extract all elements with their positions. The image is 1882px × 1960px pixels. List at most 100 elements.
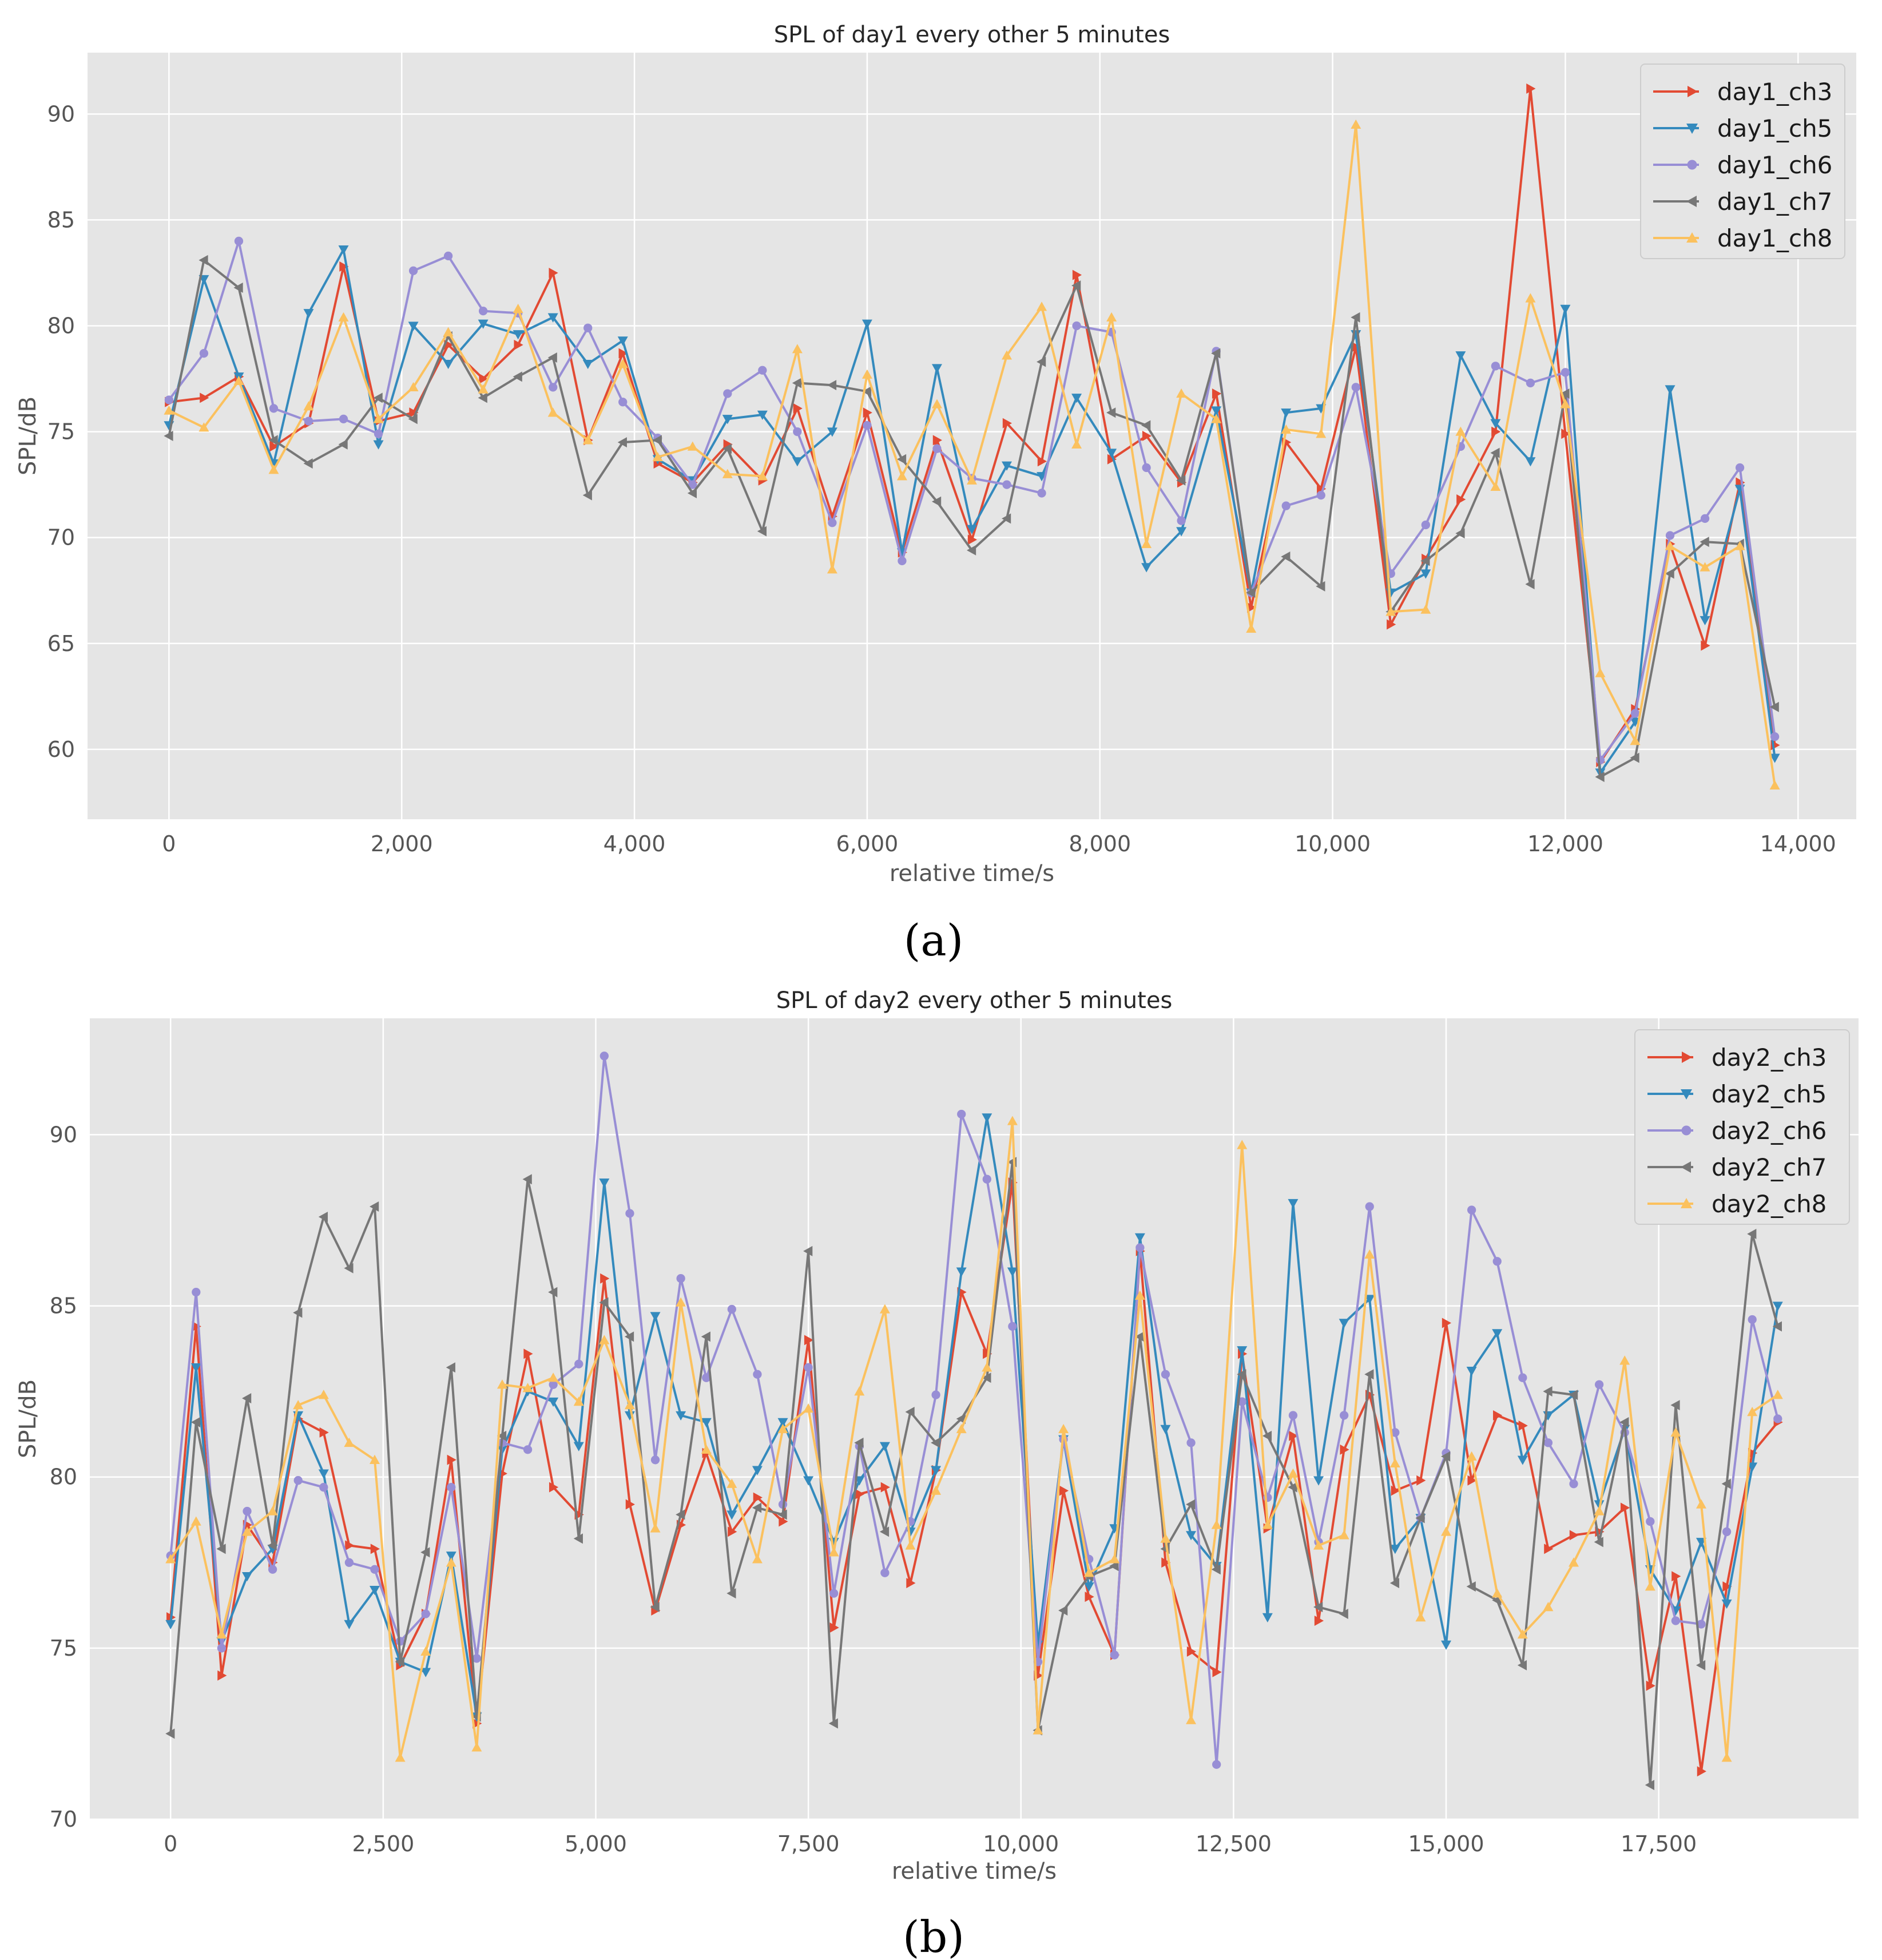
data-point [1441,1526,1452,1536]
data-point [478,392,487,403]
data-point [1646,1517,1655,1526]
data-point [1466,1451,1477,1461]
legend-label: day2_ch7 [1712,1153,1827,1181]
x-tick-label: 0 [162,831,176,856]
data-point [269,404,279,413]
data-point [293,1307,303,1318]
data-point [728,1526,737,1537]
data-point [599,1052,609,1061]
y-tick-label: 90 [47,101,75,126]
data-point [1313,1476,1324,1486]
data-point [1526,378,1535,388]
data-point [447,1483,456,1492]
x-tick-labels: 0 2,500 5,000 7,500 10,000 12,500 15,000 17,500 [164,1831,1697,1856]
data-point [1109,1554,1120,1564]
data-point [549,1482,559,1493]
data-point [1037,472,1047,482]
data-point [1109,1561,1119,1572]
data-point [1686,124,1698,134]
data-point [931,1485,942,1495]
data-point [549,1380,558,1389]
data-point [1722,1581,1732,1592]
data-point [369,1201,379,1212]
data-point [370,1565,379,1574]
data-point [1106,312,1117,322]
data-point [1721,1478,1731,1489]
legend-entry-day1_ch3: day1_ch3 [1653,78,1832,106]
data-point [1134,1290,1145,1300]
data-point [420,1668,431,1677]
data-point [339,414,348,424]
data-point [1687,160,1697,170]
data-point [1525,457,1536,467]
data-point [726,1510,737,1520]
data-point [1071,280,1081,291]
data-point [804,1363,813,1372]
data-point [701,1418,712,1427]
data-point [898,556,907,566]
data-point [1385,606,1396,616]
data-point [1544,1544,1554,1554]
data-point [599,1297,609,1308]
series-layer [164,83,1780,789]
data-point [982,1372,991,1383]
data-point [574,1359,583,1368]
data-point [549,383,558,392]
data-point [1351,383,1360,392]
legend: day2_ch3 day2_ch5 day2_ch6 day2_ch7 day2_ch8 [1634,1029,1850,1225]
data-point [752,1502,762,1513]
data-point [1560,388,1570,399]
data-point [1176,388,1187,398]
data-point [1747,1462,1758,1472]
legend-label: day1_ch6 [1717,151,1832,179]
data-point [932,435,942,446]
data-point [1007,1267,1018,1277]
data-point [446,1557,456,1567]
data-point [956,1423,967,1434]
data-point [1389,1578,1400,1589]
data-point [1262,1519,1273,1529]
data-point [548,1287,558,1298]
data-point [522,1174,532,1185]
data-point [1420,569,1431,579]
data-point [583,323,593,332]
data-point [318,1390,329,1399]
data-point [1595,771,1605,782]
data-point [1186,1438,1196,1447]
x-tick-label: 6,000 [836,831,899,856]
data-point [1288,1468,1299,1478]
chart-day1: 0 2,000 4,000 6,000 8,000 10,000 12,000 14,000 … [15,22,1856,887]
data-point [1747,1228,1757,1239]
data-point [880,1568,890,1577]
data-point [1037,489,1046,498]
data-point [982,1113,992,1123]
data-point [1467,1475,1477,1486]
data-point [931,399,942,408]
data-point [1697,1766,1706,1777]
data-point [216,1629,227,1639]
legend-label: day2_ch5 [1712,1080,1827,1108]
chart-title: SPL of day2 every other 5 minutes [776,987,1173,1014]
data-point [722,469,733,478]
legend-label: day2_ch3 [1712,1044,1827,1072]
data-point [573,1442,584,1451]
data-point [1466,1367,1477,1376]
data-point [932,444,942,453]
data-point [1339,1530,1349,1540]
data-point [164,405,174,415]
data-point [1391,1428,1400,1437]
data-point [1773,1414,1782,1423]
y-tick-label: 65 [47,631,75,656]
data-point [757,410,768,420]
data-point [1107,454,1117,465]
data-point [192,1321,201,1332]
data-point [198,255,208,265]
data-point [1247,602,1257,613]
data-point [854,1437,864,1448]
data-point [879,1442,890,1451]
data-point [1492,1329,1503,1339]
data-point [1560,399,1571,408]
data-point [625,1209,634,1218]
data-point [792,457,803,467]
data-point [1314,1615,1324,1626]
